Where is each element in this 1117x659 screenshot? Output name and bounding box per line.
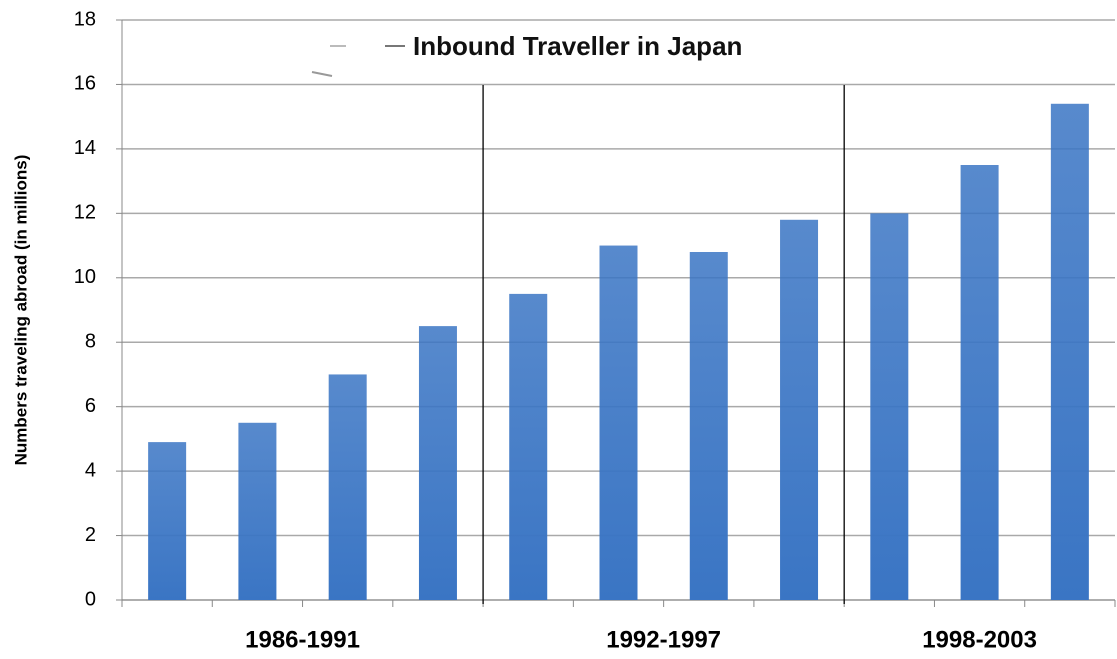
- bar: [509, 293, 548, 600]
- y-tick-label: 18: [74, 8, 96, 30]
- group-label: 1992-1997: [606, 626, 721, 653]
- chart-title: Inbound Traveller in Japan: [413, 31, 743, 61]
- y-tick-label: 12: [74, 202, 96, 224]
- bar: [870, 213, 909, 601]
- bar: [328, 374, 367, 600]
- bar: [599, 245, 638, 601]
- bar: [148, 442, 187, 600]
- group-label: 1998-2003: [922, 626, 1037, 653]
- bar: [238, 422, 277, 600]
- bar: [689, 252, 728, 600]
- y-axis-label: Numbers traveling abroad (in millions): [11, 155, 30, 466]
- decoration: [311, 71, 333, 77]
- y-tick-label: 2: [85, 524, 96, 546]
- y-tick-label: 4: [85, 459, 96, 481]
- bar: [418, 326, 457, 600]
- y-tick-label: 0: [85, 588, 96, 610]
- y-tick-label: 14: [74, 137, 96, 159]
- bar: [960, 165, 999, 600]
- y-tick-label: 16: [74, 73, 96, 95]
- y-tick-label: 6: [85, 395, 96, 417]
- y-tick-label: 8: [85, 331, 96, 353]
- bar: [1050, 103, 1089, 601]
- y-tick-label: 10: [74, 266, 96, 288]
- bar: [780, 219, 819, 600]
- group-label: 1986-1991: [245, 626, 360, 653]
